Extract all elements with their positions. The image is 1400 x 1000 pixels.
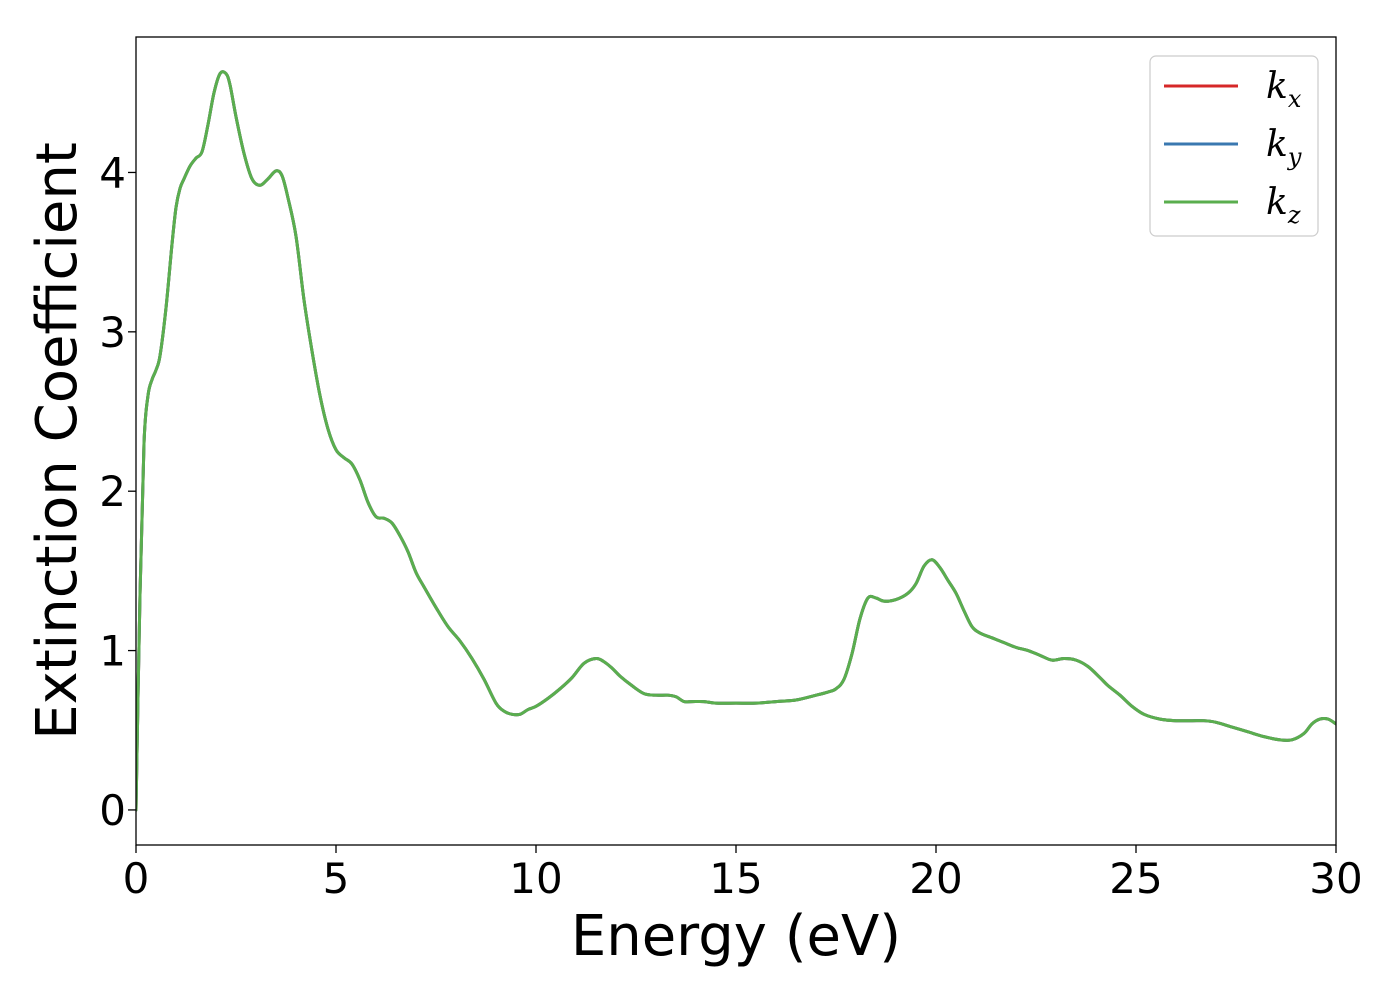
y-axis-title: Extinction Coefficient [25,142,90,740]
y-tick-label: 3 [99,308,126,357]
legend-box [1149,55,1319,237]
x-tick-label: 15 [709,854,762,903]
x-tick-label: 10 [509,854,562,903]
x-tick-label: 30 [1309,854,1362,903]
legend-label-x: kx [1266,66,1302,113]
legend-label-z: kz [1266,182,1301,229]
series-line-z [136,70,1336,812]
x-axis-title: Energy (eV) [571,904,901,969]
x-tick-label: 0 [123,854,150,903]
y-tick-label: 2 [99,467,126,516]
x-tick-label: 5 [323,854,350,903]
y-tick-label: 0 [99,786,126,835]
legend-label-y: ky [1266,124,1302,171]
legend: kx ky kz [1149,55,1319,237]
x-tick-label: 20 [909,854,962,903]
series-layer [136,70,1336,812]
y-tick-label: 1 [99,627,126,676]
x-axis: 0 5 10 15 20 25 30 [123,845,1363,903]
y-tick-label: 4 [99,148,126,197]
y-axis: 0 1 2 3 4 [99,148,136,835]
x-tick-label: 25 [1109,854,1162,903]
